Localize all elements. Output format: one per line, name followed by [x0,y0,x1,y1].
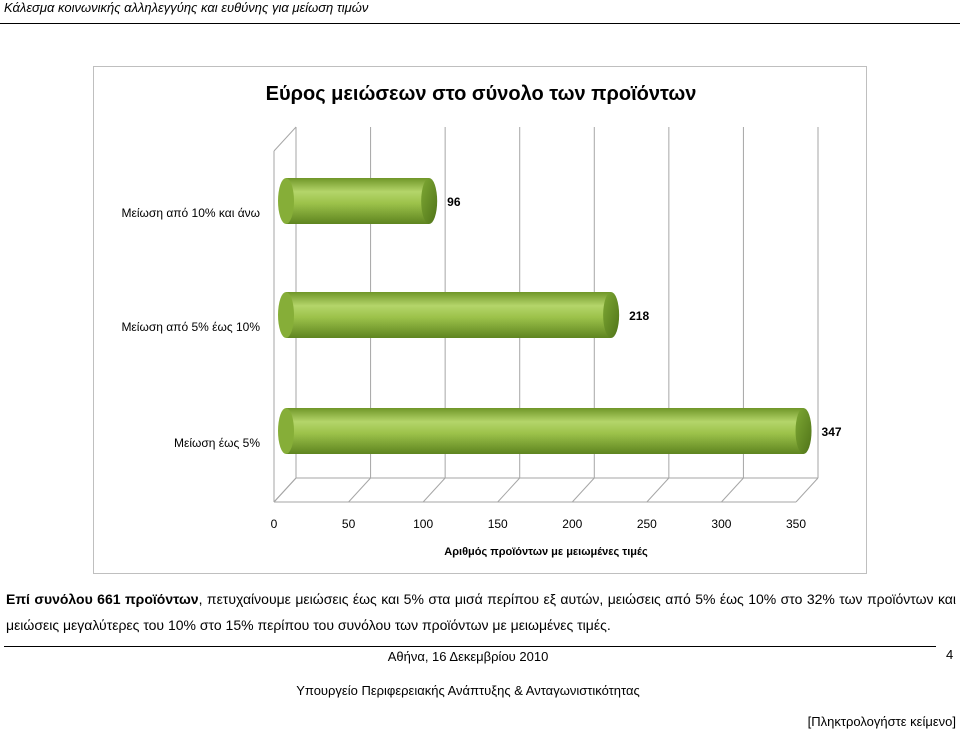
body-paragraph: Επί συνόλου 661 προϊόντων, πετυχαίνουμε … [6,586,956,638]
floor-gridline-0 [273,477,297,503]
x-tick-label: 0 [271,517,278,531]
floor-gridline-150 [497,477,521,503]
bar-end-cap [421,178,438,224]
x-tick-label: 200 [562,517,582,531]
bar [286,178,430,224]
chart-title: Εύρος μειώσεων στο σύνολο των προϊόντων [266,83,697,105]
data-label: 347 [822,425,842,439]
body-text: , πετυχαίνουμε μειώσεις έως και 5% στα μ… [6,591,956,633]
bar-start-cap [278,178,294,224]
page-number: 4 [946,647,954,662]
floor-gridline-300 [721,477,744,503]
bar [286,408,804,454]
x-tick-label: 300 [711,517,731,531]
bar-end-cap [603,292,620,338]
chart-canvas: Εύρος μειώσεων στο σύνολο των προϊόντων … [121,83,842,558]
header-title: Κάλεσμα κοινωνικής αλληλεγγύης και ευθύν… [4,0,369,15]
floor-gridline-200 [571,477,595,503]
bar-start-cap [278,292,294,338]
category-label: Μείωση από 5% έως 10% [121,320,260,334]
data-label: 218 [629,309,649,323]
bar-start-cap [278,408,294,454]
body-bold-lead: Επί συνόλου 661 προϊόντων [6,591,199,607]
side-wall-top-edge [273,126,297,152]
bar-end-cap [795,408,812,454]
x-tick-label: 350 [786,517,806,531]
data-label: 96 [447,195,461,209]
category-label: Μείωση έως 5% [174,436,260,450]
footer-date: Αθήνα, 16 Δεκεμβρίου 2010 [387,649,549,664]
floor-gridline-350 [795,477,819,503]
chart: Εύρος μειώσεων στο σύνολο των προϊόντων … [93,66,867,574]
floor-gridline-250 [646,477,670,503]
header-divider [0,23,960,24]
bar [286,292,612,338]
x-tick-label: 100 [413,517,433,531]
floor-gridline-50 [348,477,371,503]
footer-divider [4,646,936,647]
footer-placeholder-text[interactable]: [Πληκτρολογήστε κείμενο] [807,714,956,729]
floor-gridline-100 [422,477,446,503]
footer-ministry: Υπουργείο Περιφερειακής Ανάπτυξης & Αντα… [296,683,640,698]
x-tick-label: 150 [488,517,508,531]
x-tick-label: 50 [342,517,356,531]
x-axis-label: Αριθμός προϊόντων με μειωμένες τιμές [444,546,648,558]
category-label: Μείωση από 10% και άνω [122,206,260,220]
x-tick-label: 250 [637,517,657,531]
